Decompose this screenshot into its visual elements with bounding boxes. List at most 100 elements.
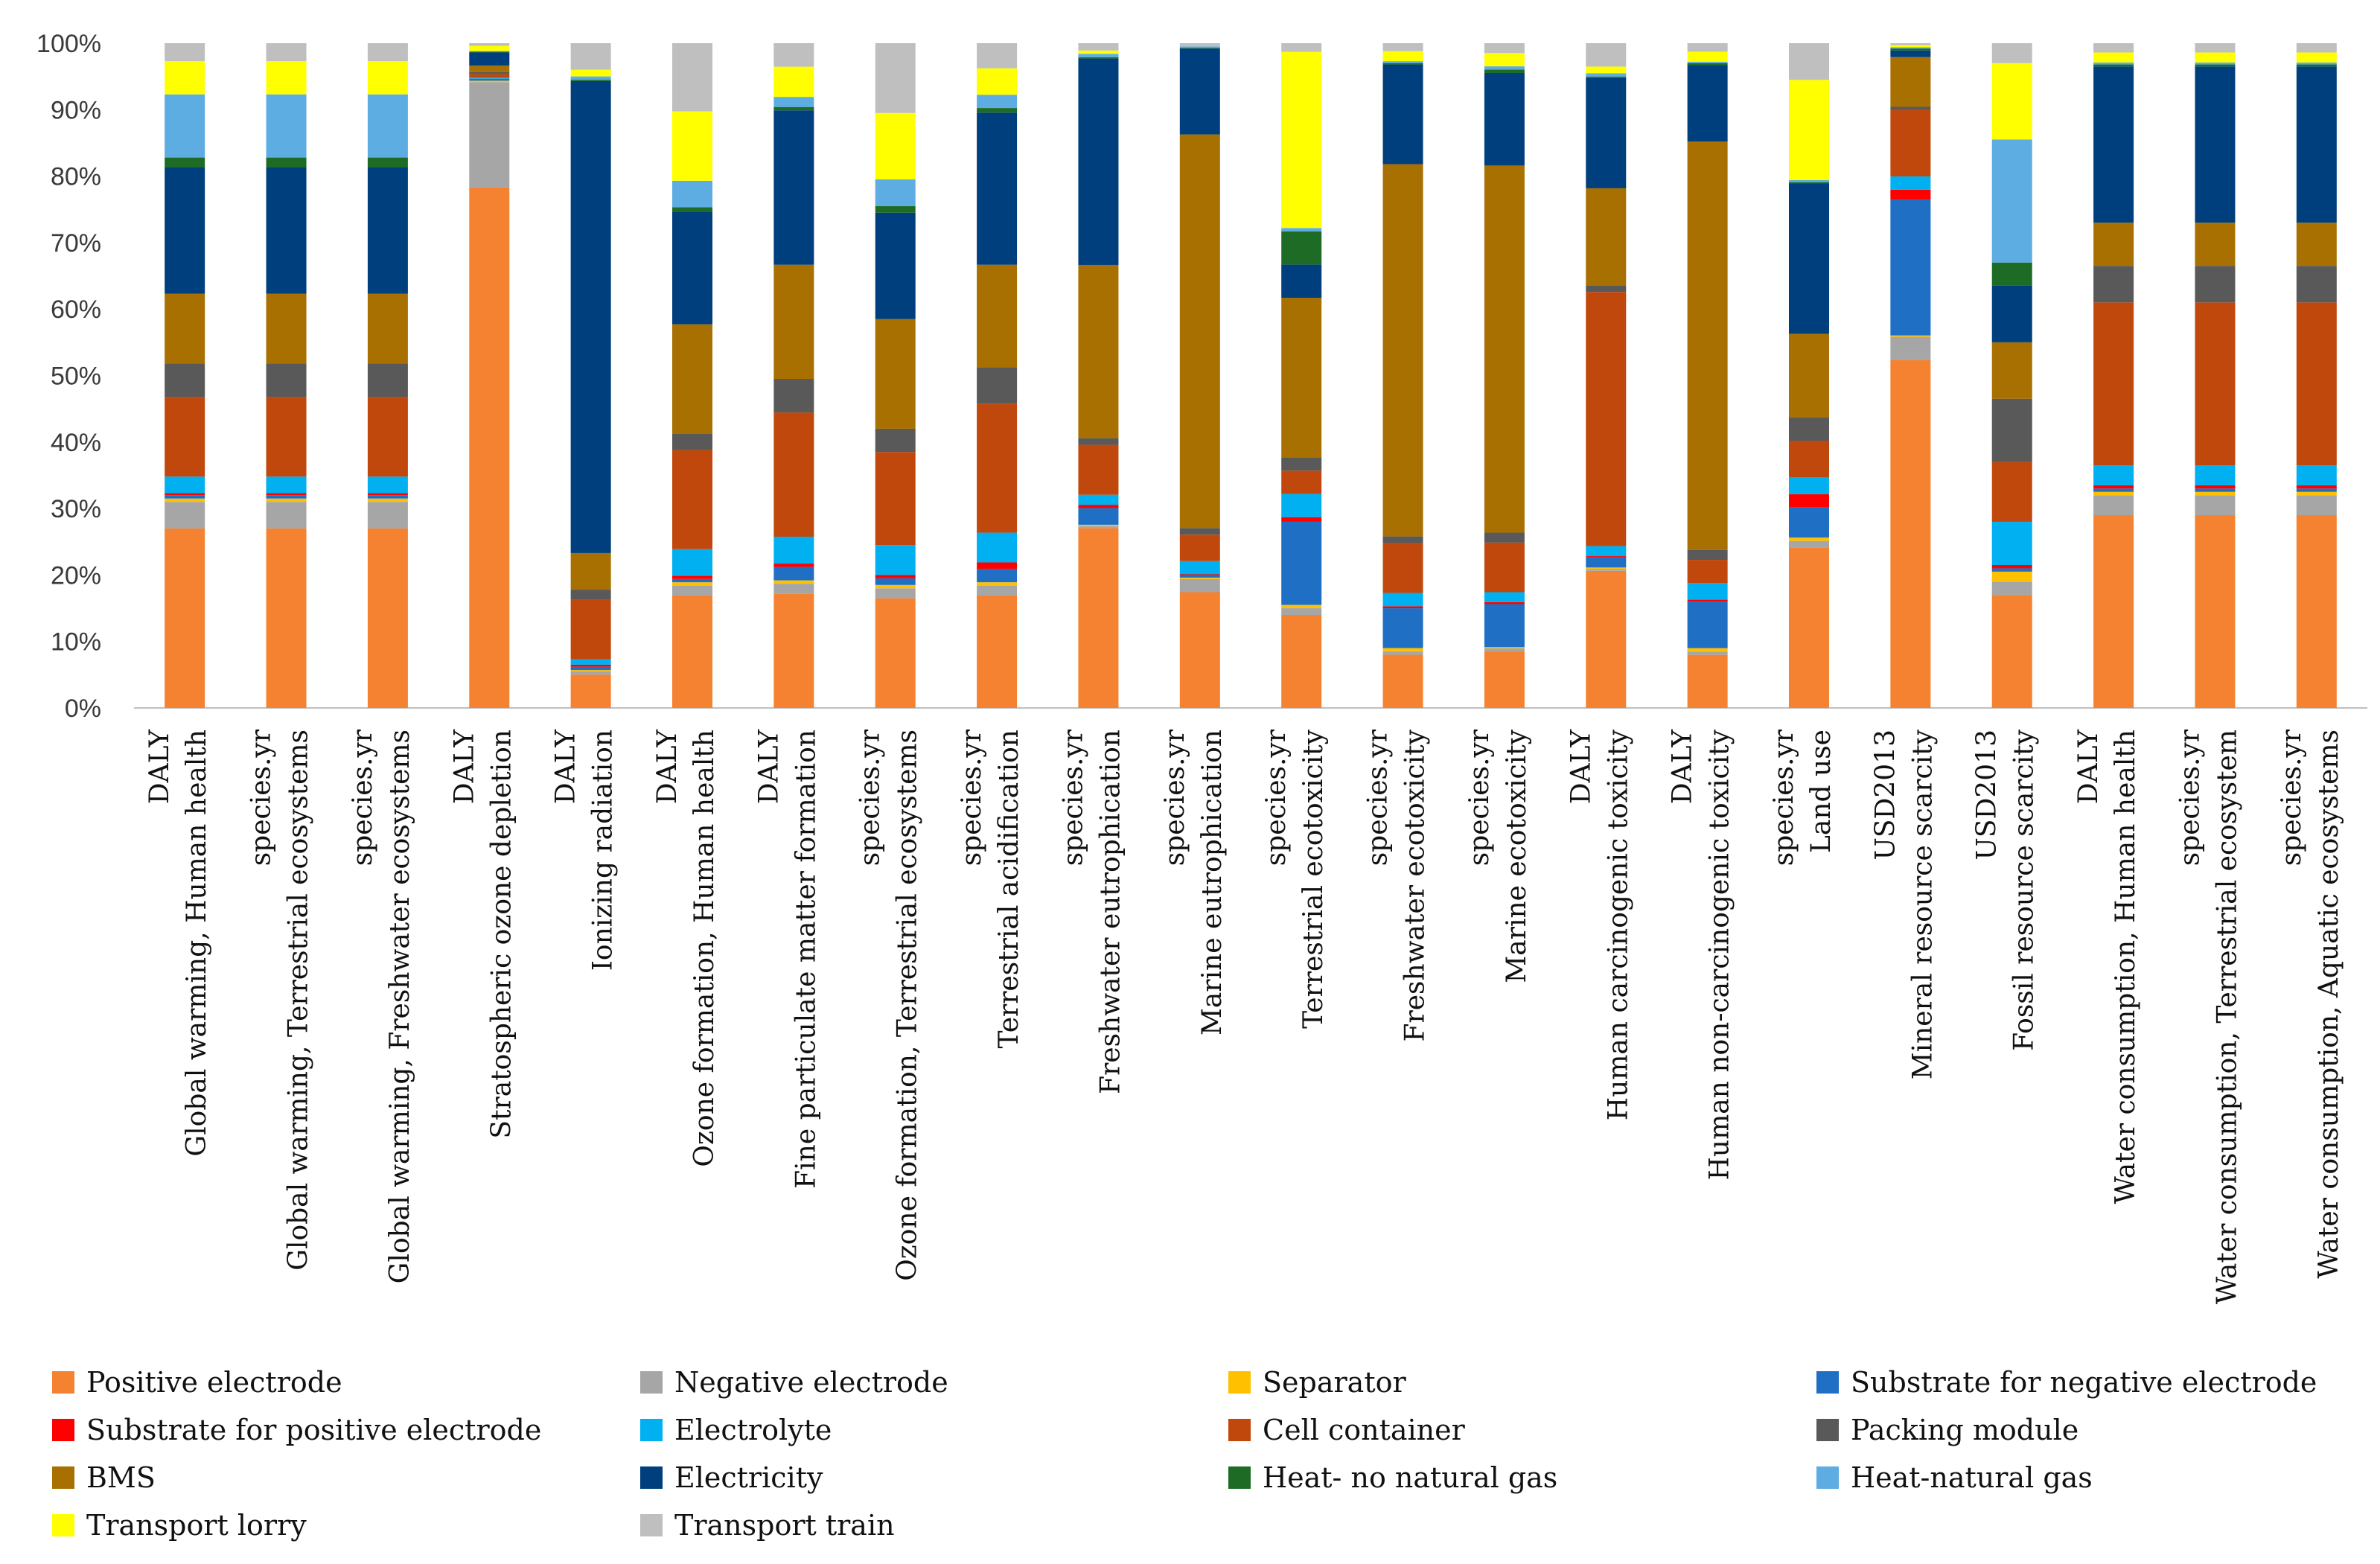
x-tick-category-label: Land use: [1806, 730, 1837, 853]
bar-segment-positive-electrode: [2195, 515, 2236, 708]
bar-segment-positive-electrode: [1586, 570, 1627, 708]
bar-segment-transport-train: [469, 43, 510, 46]
legend-swatch: [1228, 1371, 1251, 1394]
bar-segment-heat-natural-gas: [1991, 139, 2032, 263]
x-tick-unit-label: USD2013: [1870, 730, 1901, 860]
bar-segment-positive-electrode: [1281, 614, 1322, 708]
bar-segment-transport-train: [1991, 43, 2032, 63]
y-tick-label: 100%: [36, 30, 101, 58]
bar-segment-positive-electrode: [1078, 528, 1119, 708]
bar-segment-heat-no-natural-gas: [2195, 64, 2236, 67]
legend-item-positive-electrode: Positive electrode: [52, 1364, 342, 1401]
legend-label: Electrolyte: [674, 1414, 832, 1446]
y-tick-label: 60%: [51, 296, 101, 324]
bar-segment-packing-module: [773, 379, 814, 413]
bar-segment-cell-container: [1586, 292, 1627, 546]
bar-segment-electricity: [165, 167, 205, 294]
bar-segment-transport-lorry: [1687, 51, 1728, 62]
bar-segment-separator: [1179, 577, 1220, 579]
bar-segment-heat-natural-gas: [875, 179, 916, 206]
x-tick-unit-label: species.yr: [2277, 729, 2307, 866]
bar-stack-water-consumption-aquatic-ecosystems: [2296, 43, 2337, 708]
bar-segment-separator: [2296, 491, 2337, 496]
x-tick-category-label: Terrestrial acidification: [994, 730, 1024, 1049]
bar-segment-cell-container: [875, 452, 916, 546]
bar-segment-transport-train: [773, 43, 814, 67]
bar-segment-transport-train: [1789, 43, 1829, 80]
bar-segment-heat-no-natural-gas: [367, 157, 408, 167]
bar-segment-cell-container: [1179, 534, 1220, 561]
bar-segment-transport-train: [1078, 43, 1119, 51]
bar-segment-packing-module: [2296, 266, 2337, 303]
legend-swatch: [52, 1419, 74, 1441]
bar-segment-packing-module: [1281, 457, 1322, 471]
legend-label: Packing module: [1851, 1414, 2079, 1446]
x-tick-category-label: Water consumption, Aquatic ecosystems: [2314, 730, 2344, 1278]
bar-segment-substrate-for-positive-electrode: [1991, 565, 2032, 569]
legend-label: Separator: [1263, 1366, 1406, 1399]
bar-stack-human-non-carcinogenic-toxicity: [1687, 43, 1728, 708]
bar-segment-positive-electrode: [165, 528, 205, 708]
bar-segment-transport-lorry: [672, 111, 712, 181]
legend-label: Transport train: [674, 1509, 895, 1542]
bar-segment-bms: [2195, 223, 2236, 266]
bar-segment-positive-electrode: [1687, 654, 1728, 708]
bar-segment-transport-train: [875, 43, 916, 113]
bar-segment-transport-train: [672, 43, 712, 112]
bar-segment-separator: [1484, 647, 1525, 649]
legend-label: Positive electrode: [86, 1366, 342, 1399]
bar-segment-cell-container: [165, 397, 205, 477]
bar-stack-freshwater-eutrophication: [1078, 43, 1119, 708]
bar-segment-heat-natural-gas: [1281, 228, 1322, 232]
bar-segment-bms: [165, 293, 205, 364]
bar-segment-substrate-for-negative-electrode: [165, 495, 205, 499]
bar-segment-transport-lorry: [2093, 52, 2134, 63]
bar-segment-electricity: [469, 52, 510, 66]
bar-segment-heat-natural-gas: [1484, 66, 1525, 70]
bar-segment-bms: [367, 293, 408, 364]
x-tick-unit-label: species.yr: [1160, 729, 1190, 866]
bar-segment-electrolyte: [977, 532, 1018, 563]
stacked-bar-chart: 0%10%20%30%40%50%60%70%80%90%100% DALY Gl…: [36, 30, 2367, 1304]
bar-segment-substrate-for-negative-electrode: [977, 569, 1018, 583]
bar-segment-positive-electrode: [773, 593, 814, 708]
bar-segment-heat-natural-gas: [977, 95, 1018, 109]
bar-segment-substrate-for-positive-electrode: [1078, 505, 1119, 508]
legend-swatch: [1228, 1419, 1251, 1441]
bar-segment-heat-no-natural-gas: [2093, 64, 2134, 67]
bar-segment-positive-electrode: [570, 674, 611, 708]
legend-label: Heat-natural gas: [1851, 1461, 2093, 1494]
bar-segment-bms: [1890, 57, 1931, 107]
bar-segment-substrate-for-negative-electrode: [875, 578, 916, 585]
bar-segment-separator: [1586, 567, 1627, 569]
bar-stack-land-use: [1789, 43, 1829, 708]
bar-segment-heat-natural-gas: [1687, 61, 1728, 63]
x-tick-unit-label: USD2013: [1972, 730, 2003, 860]
y-tick-label: 70%: [51, 229, 101, 258]
x-tick-category-label: Global warming, Human health: [182, 730, 212, 1157]
bar-segment-bms: [1382, 164, 1423, 537]
x-tick-category-label: Global warming, Freshwater ecosystems: [385, 730, 415, 1283]
bar-segment-heat-natural-gas: [2195, 62, 2236, 65]
bar-segment-packing-module: [1789, 417, 1829, 441]
bar-segment-substrate-for-positive-electrode: [1484, 601, 1525, 604]
bar-segment-bms: [1179, 134, 1220, 529]
bar-segment-negative-electrode: [1991, 581, 2032, 596]
x-tick-unit-label: DALY: [449, 729, 479, 804]
bar-segment-electricity: [266, 167, 307, 294]
bar-segment-transport-lorry: [266, 61, 307, 95]
legend-swatch: [640, 1371, 663, 1394]
bar-segment-negative-electrode: [266, 502, 307, 529]
bar-segment-transport-lorry: [165, 61, 205, 95]
legend-item-transport-lorry: Transport lorry: [52, 1507, 307, 1544]
bar-segment-electrolyte: [1586, 546, 1627, 557]
bar-segment-positive-electrode: [672, 595, 712, 708]
legend-label: Substrate for negative electrode: [1851, 1366, 2317, 1399]
x-tick-category-label: Ozone formation, Human health: [689, 730, 720, 1167]
bar-segment-negative-electrode: [2195, 495, 2236, 516]
bar-segment-bms: [1586, 188, 1627, 286]
bar-segment-electrolyte: [773, 536, 814, 564]
bar-stack-human-carcinogenic-toxicity: [1586, 43, 1627, 708]
bar-segment-substrate-for-negative-electrode: [1382, 608, 1423, 648]
bar-segment-substrate-for-negative-electrode: [1281, 521, 1322, 605]
